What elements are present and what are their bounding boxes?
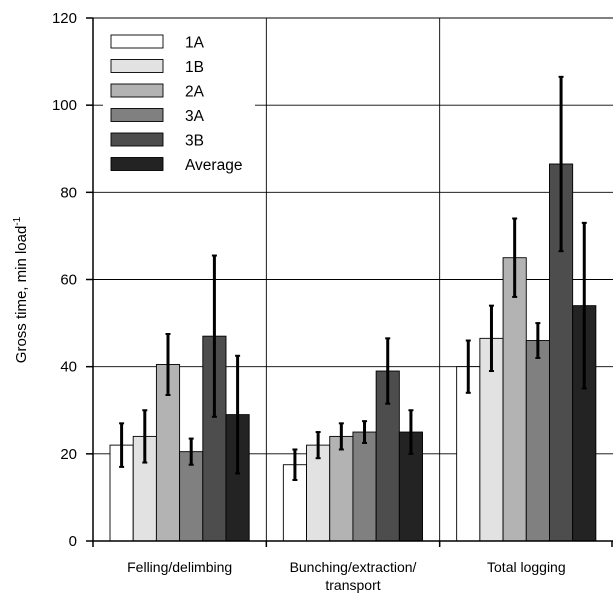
legend-swatch <box>110 59 164 73</box>
axes: 0 20 40 60 80 100 120 Felling/delimbing Bunching… <box>52 10 613 593</box>
y-tick-label: 80 <box>60 184 77 201</box>
y-axis-label: Gross time, min load-1 <box>12 216 30 363</box>
bar-1b-1 <box>306 444 331 542</box>
y-tick-label: 100 <box>52 97 77 114</box>
legend-swatch <box>110 157 164 171</box>
legend-label: 2A <box>185 84 205 101</box>
legend-swatch <box>110 34 164 49</box>
legend: 1A 1B 2A 3A 3B Average <box>103 27 255 179</box>
legend-label: 3A <box>185 108 205 125</box>
y-tick-label: 0 <box>69 533 77 550</box>
y-tick-label: 120 <box>52 10 77 27</box>
legend-swatch <box>110 132 164 147</box>
bar-3a-1 <box>352 431 377 542</box>
legend-label: 1B <box>185 59 204 76</box>
legend-label: 3B <box>185 133 204 150</box>
y-tick-label: 60 <box>60 272 77 289</box>
x-tick-label: Felling/delimbing <box>127 559 232 575</box>
bar-2a-2 <box>502 257 527 542</box>
legend-label: Average <box>185 157 242 174</box>
bar-2a-1 <box>329 435 354 542</box>
x-tick-label: Total logging <box>487 559 566 575</box>
bar-3a-2 <box>525 340 550 542</box>
x-tick-label: Bunching/extraction/transport <box>290 559 417 593</box>
legend-label: 1A <box>185 35 205 52</box>
y-tick-label: 40 <box>60 359 77 376</box>
legend-swatch <box>110 108 164 122</box>
y-tick-label: 20 <box>60 446 77 463</box>
legend-swatch <box>110 83 164 98</box>
legend-background <box>103 27 255 179</box>
